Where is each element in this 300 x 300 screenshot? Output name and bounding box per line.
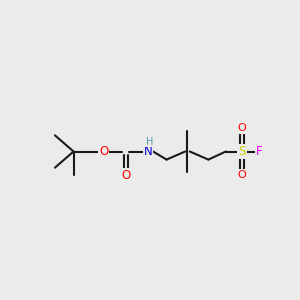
- Text: H: H: [146, 137, 153, 147]
- Text: O: O: [238, 123, 247, 134]
- Text: O: O: [121, 169, 130, 182]
- Text: O: O: [99, 145, 108, 158]
- Text: F: F: [256, 145, 263, 158]
- Text: S: S: [238, 145, 246, 158]
- Text: N: N: [144, 145, 152, 158]
- Text: O: O: [238, 169, 247, 180]
